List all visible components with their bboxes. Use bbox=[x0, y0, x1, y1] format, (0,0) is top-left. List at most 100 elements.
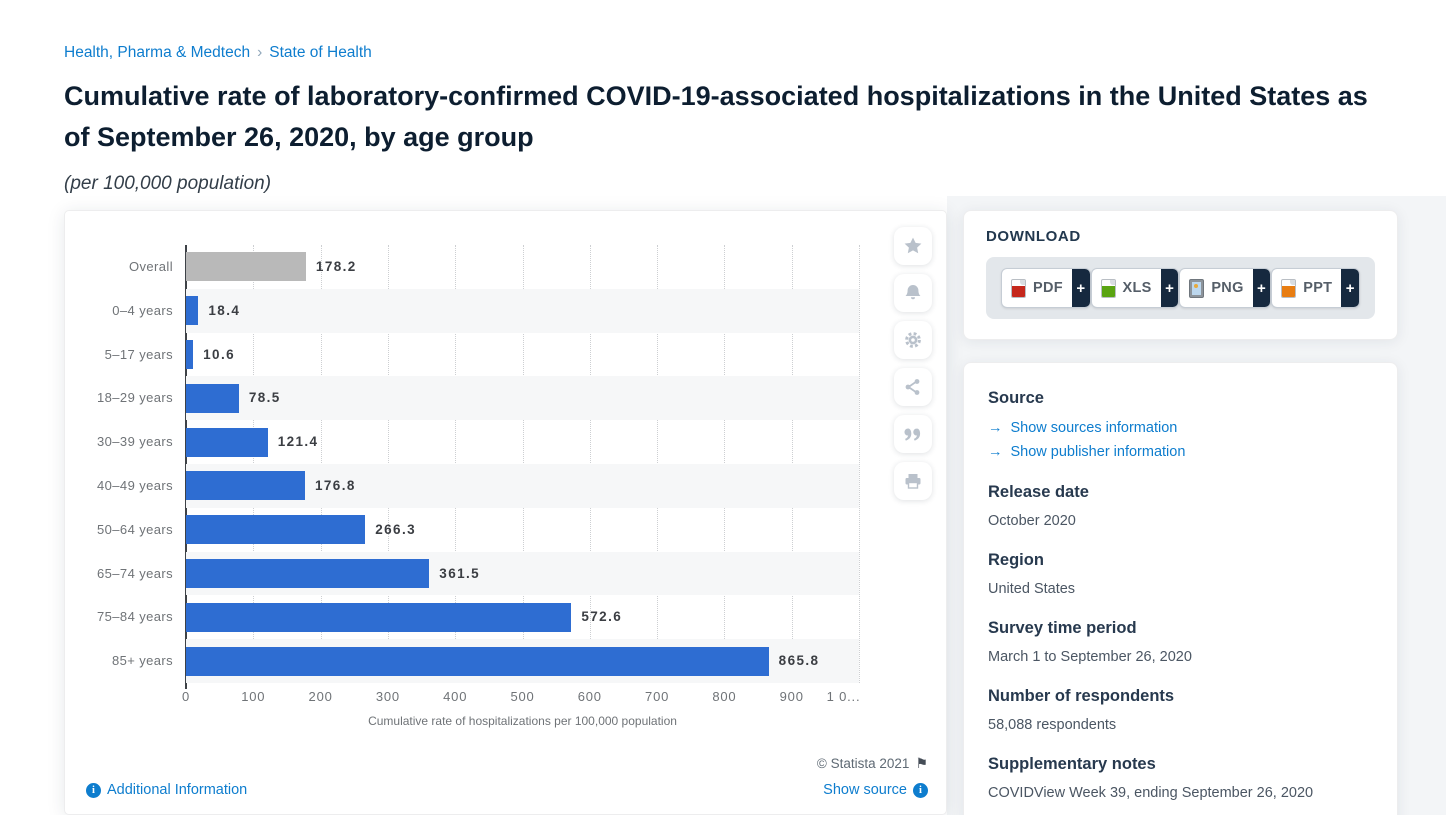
bar[interactable] bbox=[186, 427, 268, 457]
x-axis-tick-label: 800 bbox=[712, 689, 737, 704]
breadcrumb: Health, Pharma & Medtech › State of Health bbox=[64, 44, 1404, 62]
bar[interactable] bbox=[186, 471, 305, 501]
download-options-plus[interactable]: + bbox=[1160, 269, 1179, 307]
bar[interactable] bbox=[186, 602, 572, 632]
download-button-label: PDF bbox=[1033, 280, 1063, 296]
page-subtitle: (per 100,000 population) bbox=[64, 173, 272, 194]
additional-information-link[interactable]: i Additional Information bbox=[86, 782, 247, 798]
download-xls-button[interactable]: XLS + bbox=[1090, 268, 1180, 308]
print-icon bbox=[905, 474, 921, 489]
source-info-link[interactable]: → Show sources information bbox=[988, 420, 1178, 436]
download-options-plus[interactable]: + bbox=[1252, 269, 1271, 307]
bar[interactable] bbox=[186, 296, 199, 326]
x-axis-tick-label: 300 bbox=[375, 689, 400, 704]
arrow-right-icon: → bbox=[988, 420, 1003, 436]
download-ppt-button[interactable]: PPT + bbox=[1271, 268, 1360, 308]
bar-value-label: 266.3 bbox=[375, 521, 417, 537]
cite-button[interactable] bbox=[894, 415, 932, 453]
pdf-file-icon bbox=[1011, 278, 1026, 298]
category-label: 65–74 years bbox=[97, 565, 173, 581]
flag-icon[interactable]: ⚑ bbox=[915, 755, 928, 771]
copyright-note: © Statista 2021 ⚑ bbox=[816, 755, 928, 771]
share-icon bbox=[905, 379, 920, 395]
detail-section-heading: Region bbox=[988, 551, 1044, 569]
info-icon: i bbox=[913, 782, 928, 798]
breadcrumb-separator: › bbox=[257, 44, 263, 61]
chart-row: 0–4 years 18.4 bbox=[112, 288, 859, 333]
category-label: 5–17 years bbox=[104, 346, 173, 362]
detail-section-heading: Number of respondents bbox=[988, 687, 1175, 705]
bar-value-label: 18.4 bbox=[208, 302, 241, 318]
category-label: 75–84 years bbox=[97, 609, 173, 625]
bar[interactable] bbox=[186, 339, 194, 369]
download-buttons-tray: PDF + XLS + PNG + PPT + bbox=[986, 257, 1375, 319]
bar-value-label: 121.4 bbox=[277, 434, 319, 450]
detail-section: Supplementary notes COVIDView Week 39, en… bbox=[988, 755, 1373, 804]
chart-row: 75–84 years 572.6 bbox=[97, 595, 859, 639]
bar-value-label: 572.6 bbox=[581, 609, 623, 625]
chart-row: 5–17 years 10.6 bbox=[105, 333, 859, 377]
download-pdf-button[interactable]: PDF + bbox=[1001, 268, 1091, 308]
x-axis-tick-label: 1 0... bbox=[826, 689, 861, 704]
bar-chart-plot: Overall 178.2 0–4 years 18.4 5–17 years 10.6 1… bbox=[97, 245, 860, 689]
chart-row: 50–64 years 266.3 bbox=[97, 508, 859, 552]
show-source-link[interactable]: Show source i bbox=[823, 782, 928, 798]
details-card: Source → Show sources information → Show pu… bbox=[963, 362, 1398, 815]
category-label: 30–39 years bbox=[97, 434, 173, 450]
favorite-button[interactable] bbox=[894, 227, 932, 265]
x-axis-tick-label: 600 bbox=[577, 689, 602, 704]
bar[interactable] bbox=[186, 515, 366, 545]
alert-button[interactable] bbox=[894, 274, 932, 312]
chart-card: Overall 178.2 0–4 years 18.4 5–17 years 10.6 1… bbox=[64, 210, 947, 815]
info-icon: i bbox=[86, 782, 101, 798]
download-button-label: PNG bbox=[1211, 280, 1244, 296]
x-axis-tick-label: 900 bbox=[779, 689, 804, 704]
detail-section-text: 58,088 respondents bbox=[988, 717, 1117, 733]
bar[interactable] bbox=[186, 558, 430, 588]
bar-value-label: 865.8 bbox=[778, 653, 820, 669]
category-label: 50–64 years bbox=[97, 521, 173, 537]
detail-section-heading: Survey time period bbox=[988, 619, 1137, 637]
star-icon bbox=[904, 237, 922, 254]
source-info-link[interactable]: → Show publisher information bbox=[988, 444, 1186, 460]
png-file-icon bbox=[1189, 278, 1205, 298]
gridline bbox=[859, 245, 860, 683]
category-label: 85+ years bbox=[111, 653, 173, 669]
chart-row: 65–74 years 361.5 bbox=[97, 551, 859, 596]
download-png-button[interactable]: PNG + bbox=[1179, 268, 1272, 308]
bar-value-label: 176.8 bbox=[314, 478, 356, 493]
source-section: Source → Show sources information → Show pu… bbox=[988, 389, 1373, 464]
download-options-plus[interactable]: + bbox=[1341, 269, 1359, 307]
download-heading: DOWNLOAD bbox=[986, 228, 1081, 245]
bar[interactable] bbox=[186, 252, 306, 282]
x-axis-tick-label: 0 bbox=[181, 689, 191, 704]
detail-section-heading: Release date bbox=[988, 483, 1089, 501]
xls-file-icon bbox=[1100, 278, 1116, 298]
chart-row: Overall 178.2 bbox=[129, 245, 859, 289]
ppt-file-icon bbox=[1281, 278, 1297, 298]
detail-section-text: March 1 to September 26, 2020 bbox=[988, 649, 1192, 665]
category-label: 40–49 years bbox=[97, 478, 173, 493]
chart-action-toolbar bbox=[894, 227, 932, 509]
source-heading: Source bbox=[988, 389, 1044, 407]
x-axis-tick-label: 400 bbox=[443, 689, 468, 704]
chart-footer-links: i Additional Information Show source i bbox=[86, 782, 928, 798]
arrow-right-icon: → bbox=[988, 444, 1003, 460]
breadcrumb-link-subcategory[interactable]: State of Health bbox=[269, 44, 372, 61]
detail-section: Survey time period March 1 to September 2… bbox=[988, 619, 1373, 668]
share-button[interactable] bbox=[894, 368, 932, 406]
detail-section-text: October 2020 bbox=[988, 513, 1076, 529]
bar[interactable] bbox=[186, 646, 769, 676]
download-options-plus[interactable]: + bbox=[1071, 269, 1090, 307]
print-button[interactable] bbox=[894, 462, 932, 500]
chart-row: 18–29 years 78.5 bbox=[97, 376, 859, 421]
page-header: Health, Pharma & Medtech › State of Health… bbox=[64, 44, 1404, 195]
bar-value-label: 361.5 bbox=[439, 565, 481, 581]
x-axis-tick-label: 100 bbox=[241, 689, 266, 704]
sidebar: DOWNLOAD PDF + XLS + PNG + PPT + Source → Show s… bbox=[963, 210, 1398, 815]
breadcrumb-link-category[interactable]: Health, Pharma & Medtech bbox=[64, 44, 251, 61]
settings-button[interactable] bbox=[894, 321, 932, 359]
bar[interactable] bbox=[186, 383, 239, 413]
detail-section-text: United States bbox=[988, 581, 1076, 597]
